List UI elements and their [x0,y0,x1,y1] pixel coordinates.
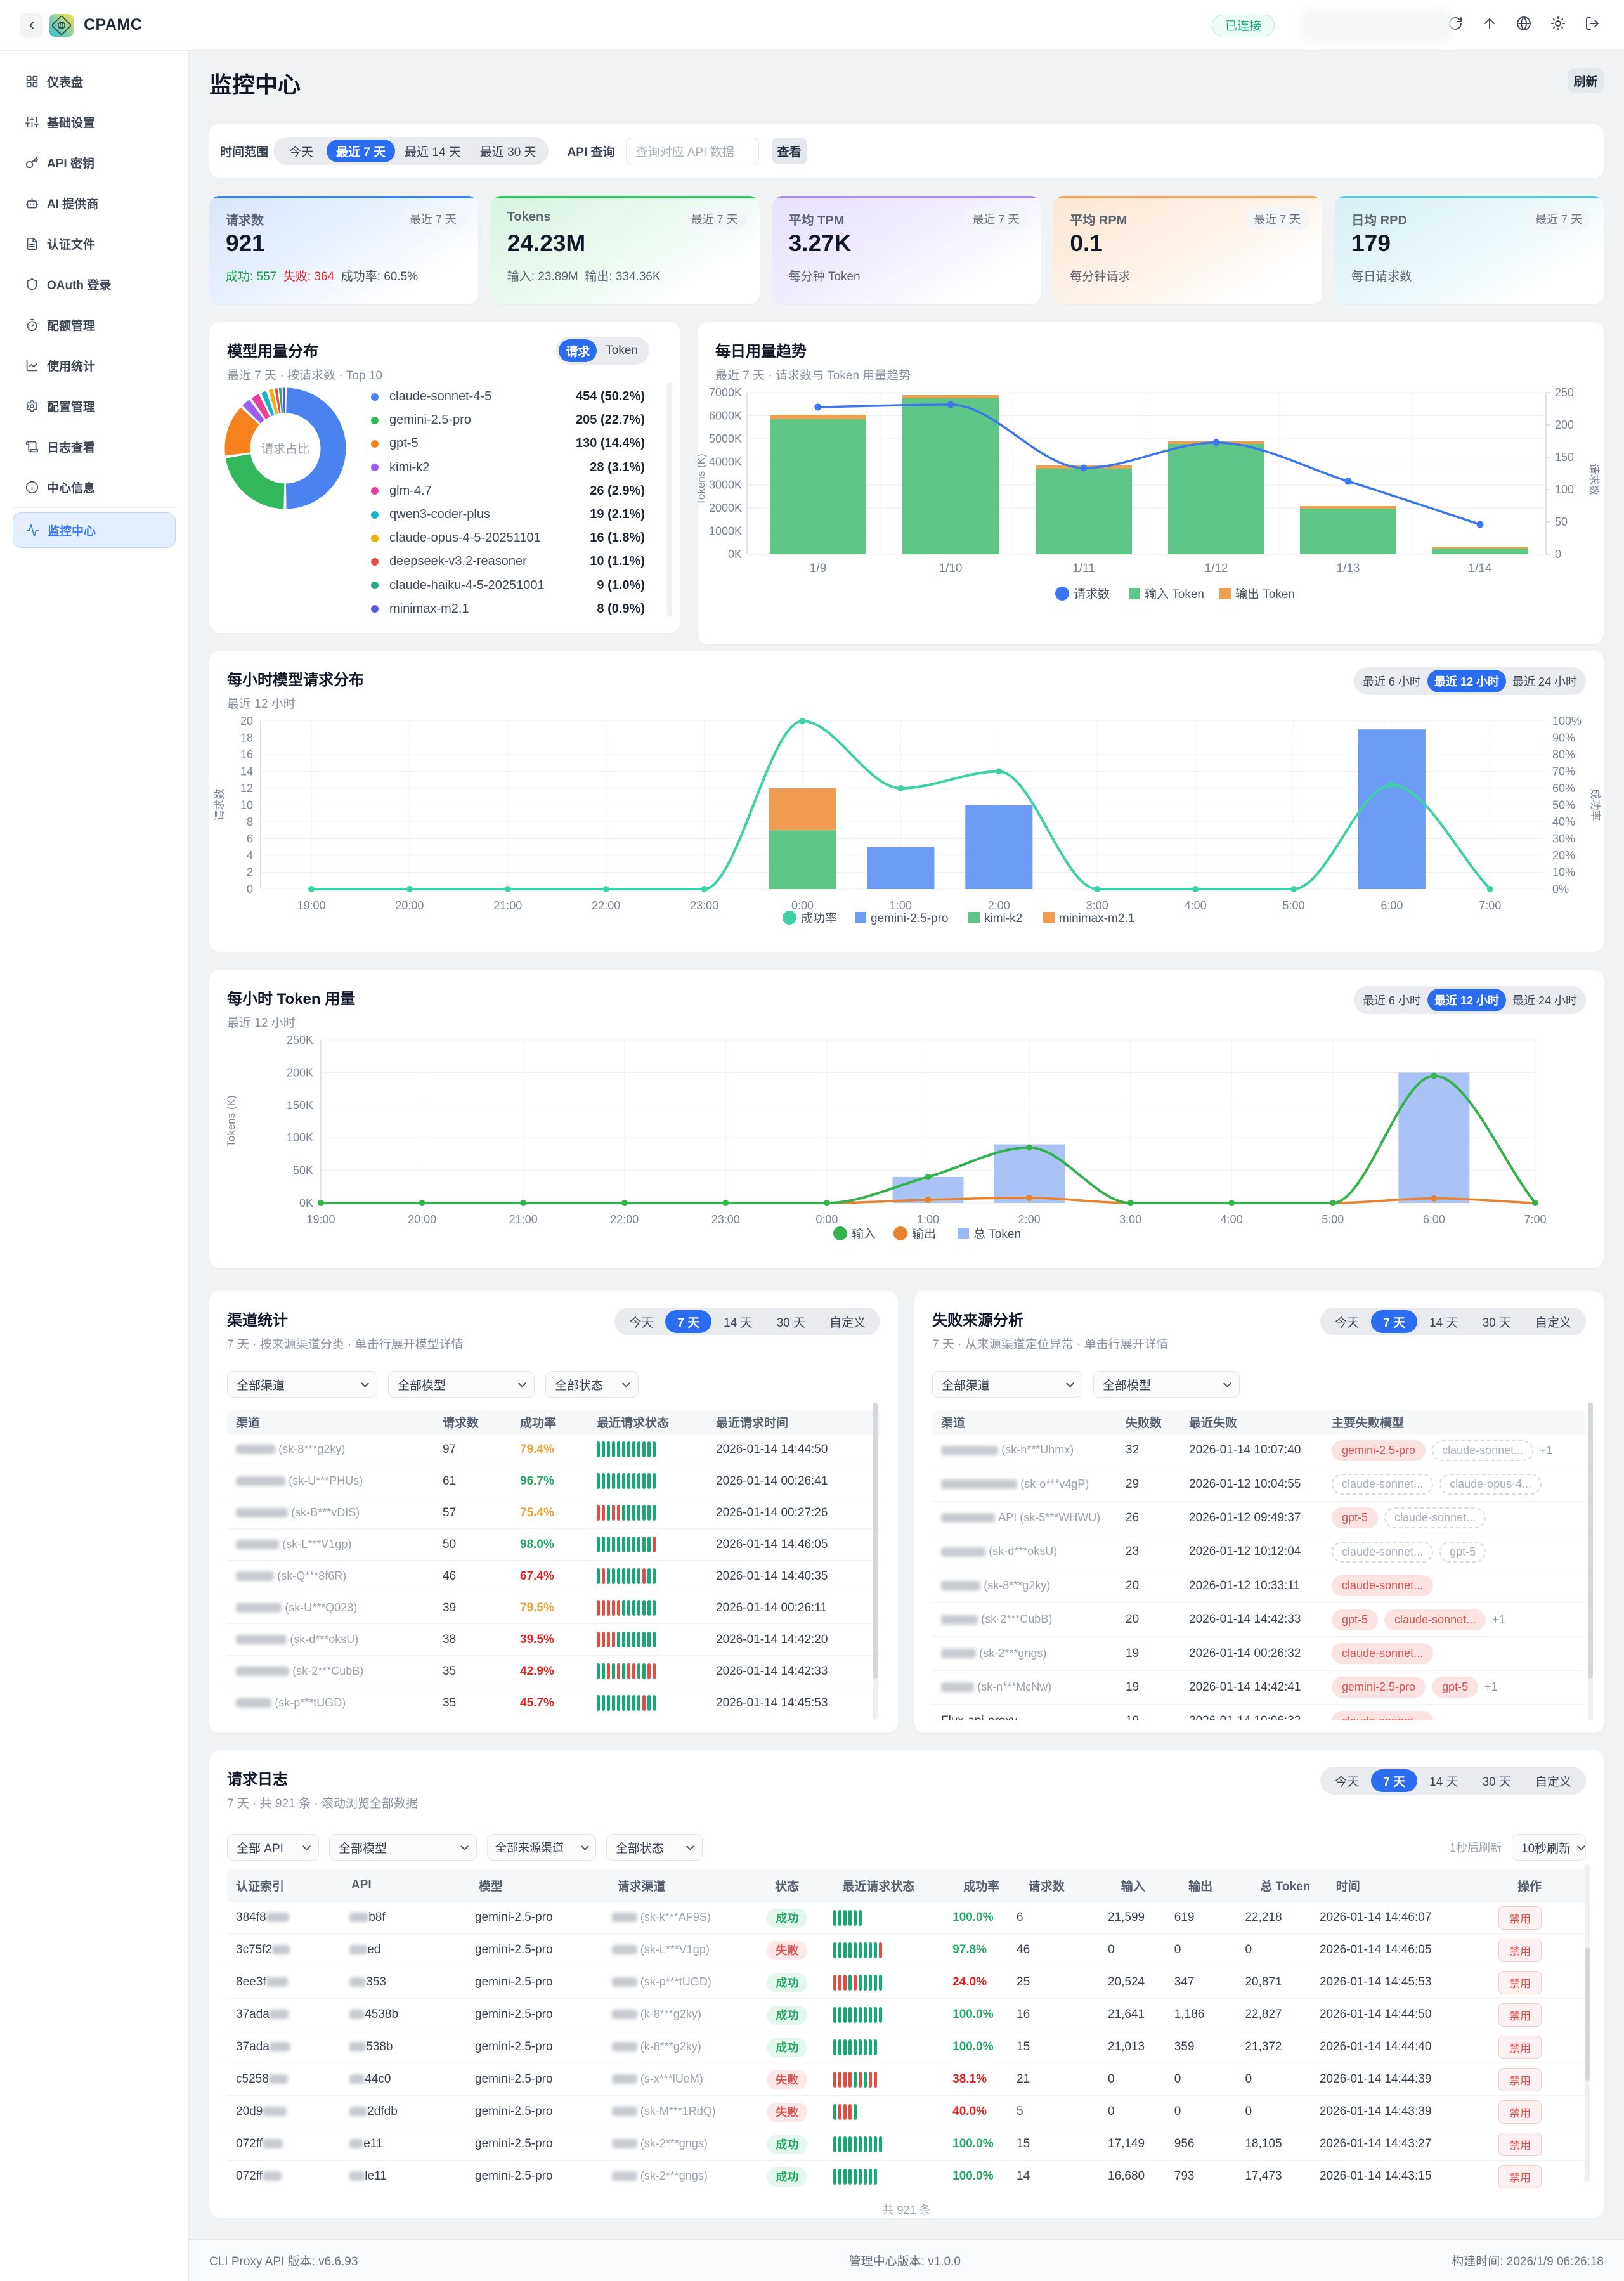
svg-text:0: 0 [1555,548,1561,561]
svg-text:Tokens (K): Tokens (K) [225,1095,237,1147]
svg-text:150: 150 [1555,451,1574,464]
svg-text:1/13: 1/13 [1337,562,1360,575]
svg-text:6:00: 6:00 [1380,899,1403,912]
svg-text:19:00: 19:00 [306,1213,335,1226]
svg-text:22:00: 22:00 [610,1213,639,1226]
svg-text:50K: 50K [293,1164,313,1177]
svg-text:10: 10 [240,799,253,812]
svg-text:2:00: 2:00 [988,899,1010,912]
svg-text:1:00: 1:00 [917,1213,939,1226]
svg-text:19:00: 19:00 [297,899,325,912]
svg-text:输入 Token: 输入 Token [1145,587,1204,601]
svg-text:4:00: 4:00 [1221,1213,1243,1226]
svg-text:0K: 0K [728,548,742,561]
svg-text:18: 18 [240,732,253,744]
svg-text:23:00: 23:00 [711,1213,740,1226]
svg-text:5000K: 5000K [709,432,742,445]
svg-text:1/10: 1/10 [939,562,963,575]
svg-text:7000K: 7000K [709,386,742,399]
svg-text:总 Token: 总 Token [973,1227,1021,1241]
svg-text:8: 8 [247,816,253,828]
svg-text:7:00: 7:00 [1479,899,1501,912]
svg-text:6000K: 6000K [709,409,742,422]
svg-text:200K: 200K [287,1066,313,1079]
svg-text:1000K: 1000K [709,525,742,538]
svg-text:成功率: 成功率 [1589,789,1601,821]
svg-text:成功率: 成功率 [801,911,837,925]
svg-text:3:00: 3:00 [1086,899,1108,912]
svg-text:50: 50 [1555,516,1568,528]
svg-text:2000K: 2000K [709,502,742,514]
svg-text:请求数: 请求数 [1074,587,1110,601]
svg-text:4:00: 4:00 [1185,899,1207,912]
svg-text:0K: 0K [299,1197,313,1209]
svg-text:输出: 输出 [912,1227,936,1241]
svg-text:1:00: 1:00 [890,899,912,912]
svg-text:21:00: 21:00 [493,899,522,912]
svg-text:40%: 40% [1552,816,1575,828]
svg-text:0:00: 0:00 [815,1213,838,1226]
svg-text:2: 2 [247,866,253,879]
svg-text:20:00: 20:00 [395,899,424,912]
svg-text:minimax-m2.1: minimax-m2.1 [1059,912,1134,925]
svg-text:1/14: 1/14 [1469,562,1492,575]
svg-text:100K: 100K [287,1131,313,1144]
svg-text:3:00: 3:00 [1119,1213,1141,1226]
svg-text:0:00: 0:00 [791,899,814,912]
svg-text:250K: 250K [287,1034,313,1046]
svg-text:20:00: 20:00 [408,1213,436,1226]
svg-text:请求数: 请求数 [1588,464,1600,496]
svg-text:3000K: 3000K [709,479,742,491]
svg-text:输出 Token: 输出 Token [1235,587,1295,601]
svg-text:20%: 20% [1552,849,1575,862]
svg-text:5:00: 5:00 [1322,1213,1344,1226]
svg-text:gemini-2.5-pro: gemini-2.5-pro [871,912,949,925]
svg-text:1/12: 1/12 [1205,562,1228,575]
svg-text:100%: 100% [1552,715,1582,727]
svg-text:250: 250 [1555,386,1574,399]
svg-text:21:00: 21:00 [509,1213,538,1226]
svg-text:kimi-k2: kimi-k2 [984,912,1022,925]
svg-text:20: 20 [240,715,253,727]
svg-text:6:00: 6:00 [1423,1213,1445,1226]
svg-text:0: 0 [247,883,253,895]
svg-text:输入: 输入 [852,1227,876,1241]
svg-text:4000K: 4000K [709,455,742,468]
svg-text:0%: 0% [1552,883,1569,895]
svg-text:Tokens (K): Tokens (K) [698,453,707,505]
svg-text:6: 6 [247,833,253,845]
svg-text:22:00: 22:00 [592,899,620,912]
svg-text:70%: 70% [1552,765,1575,778]
svg-text:10%: 10% [1552,866,1575,879]
svg-text:请求占比: 请求占比 [261,442,309,456]
svg-text:100: 100 [1555,483,1574,496]
svg-text:1/11: 1/11 [1072,562,1095,575]
svg-text:50%: 50% [1552,799,1575,812]
svg-text:200: 200 [1555,419,1574,431]
svg-text:4: 4 [247,849,253,862]
svg-text:请求数: 请求数 [214,789,226,821]
svg-text:7:00: 7:00 [1524,1213,1546,1226]
svg-text:14: 14 [240,765,253,778]
svg-text:1/9: 1/9 [810,562,826,575]
svg-text:80%: 80% [1552,748,1575,761]
svg-text:16: 16 [240,748,253,761]
svg-text:90%: 90% [1552,732,1575,744]
svg-text:2:00: 2:00 [1018,1213,1041,1226]
svg-text:60%: 60% [1552,782,1575,795]
svg-text:23:00: 23:00 [690,899,718,912]
svg-text:30%: 30% [1552,833,1575,845]
svg-text:5:00: 5:00 [1282,899,1304,912]
svg-text:150K: 150K [287,1099,313,1112]
svg-text:12: 12 [240,782,253,795]
